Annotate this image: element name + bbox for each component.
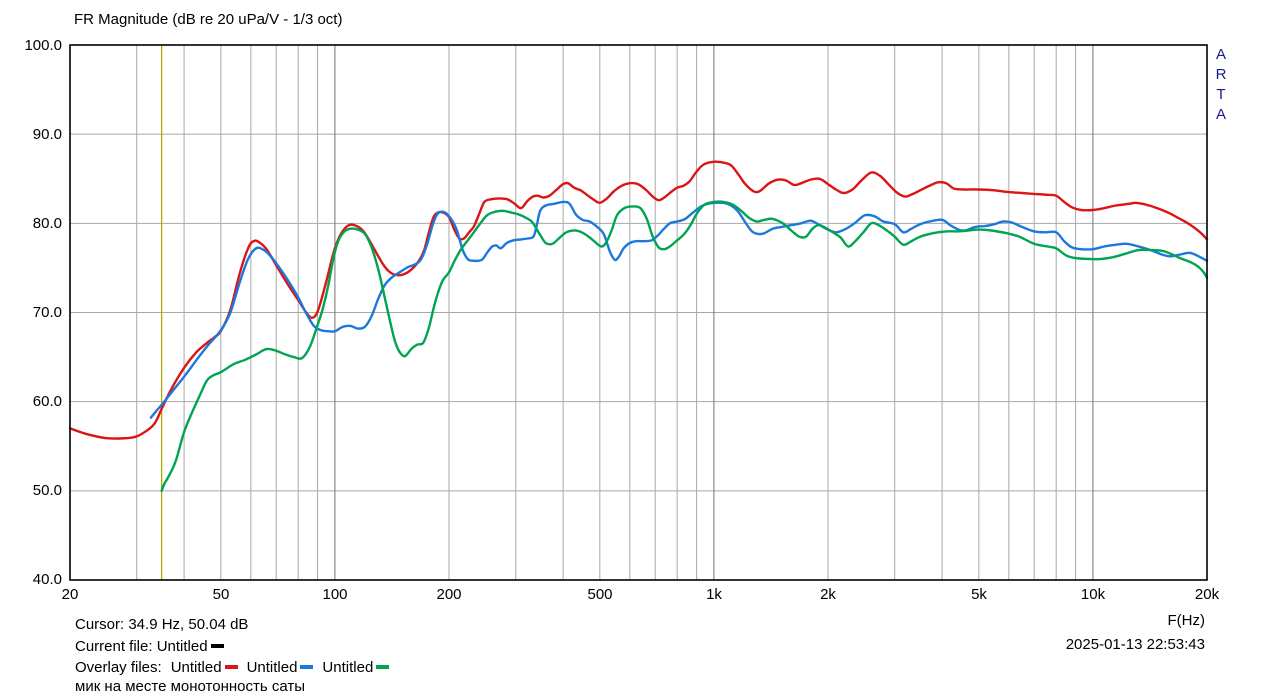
- y-axis-tick-label: 90.0: [32, 126, 62, 143]
- overlay-files-label: Overlay files:: [75, 659, 162, 676]
- x-axis-tick-label: 500: [587, 586, 613, 603]
- overlay-legend-dash-green: [376, 665, 390, 670]
- x-axis-tick-label: 5k: [971, 586, 987, 603]
- current-file-legend-dash: [210, 644, 224, 649]
- overlay-files-line: Overlay files: Untitled Untitled Untitled: [75, 659, 390, 676]
- overlay-file-item: Untitled: [322, 659, 390, 676]
- plot-frame: [69, 44, 1208, 581]
- y-axis-tick-label: 40.0: [32, 571, 62, 588]
- watermark-letter: A: [1215, 46, 1226, 63]
- comment-note: мик на месте монотонность саты: [75, 678, 306, 695]
- watermark-letter: A: [1215, 106, 1226, 123]
- current-file-line: Current file: Untitled: [75, 638, 224, 655]
- x-axis-tick-label: 20k: [1194, 586, 1220, 603]
- y-axis-tick-label: 70.0: [32, 304, 62, 321]
- fr-curve-blue: [149, 200, 1209, 419]
- x-axis-tick-label: 200: [436, 586, 462, 603]
- x-axis-tick-label: 50: [212, 586, 230, 603]
- x-axis-tick-label: 2k: [820, 586, 836, 603]
- y-axis-tick-label: 80.0: [32, 215, 62, 232]
- fr-curve-green: [160, 200, 1209, 492]
- chart-title: FR Magnitude (dB re 20 uPa/V - 1/3 oct): [74, 11, 343, 28]
- current-file-label: Current file: Untitled: [75, 638, 208, 655]
- x-axis-title: F(Hz): [1167, 612, 1206, 629]
- y-axis-tick-label: 50.0: [32, 482, 62, 499]
- cursor-readout: Cursor: 34.9 Hz, 50.04 dB: [75, 616, 249, 633]
- overlay-legend-dash-blue: [300, 665, 314, 670]
- watermark-letter: T: [1216, 86, 1226, 103]
- arta-watermark: A R T A: [1213, 45, 1229, 125]
- x-axis-tick-label: 1k: [706, 586, 722, 603]
- overlay-file-name: Untitled: [246, 659, 298, 676]
- overlay-file-item: Untitled: [247, 659, 314, 676]
- x-axis-tick-label: 20: [61, 586, 79, 603]
- overlay-file-name: Untitled: [322, 659, 374, 676]
- y-axis-tick-label: 100.0: [24, 37, 62, 54]
- x-axis-tick-label: 10k: [1080, 586, 1106, 603]
- overlay-file-item: Untitled: [171, 659, 238, 676]
- x-axis-tick-label: 100: [322, 586, 348, 603]
- datetime-stamp: 2025-01-13 22:53:43: [1065, 636, 1205, 653]
- y-axis-tick-label: 60.0: [32, 393, 62, 410]
- overlay-file-name: Untitled: [170, 659, 222, 676]
- watermark-letter: R: [1215, 66, 1227, 83]
- overlay-legend-dash-red: [224, 665, 238, 670]
